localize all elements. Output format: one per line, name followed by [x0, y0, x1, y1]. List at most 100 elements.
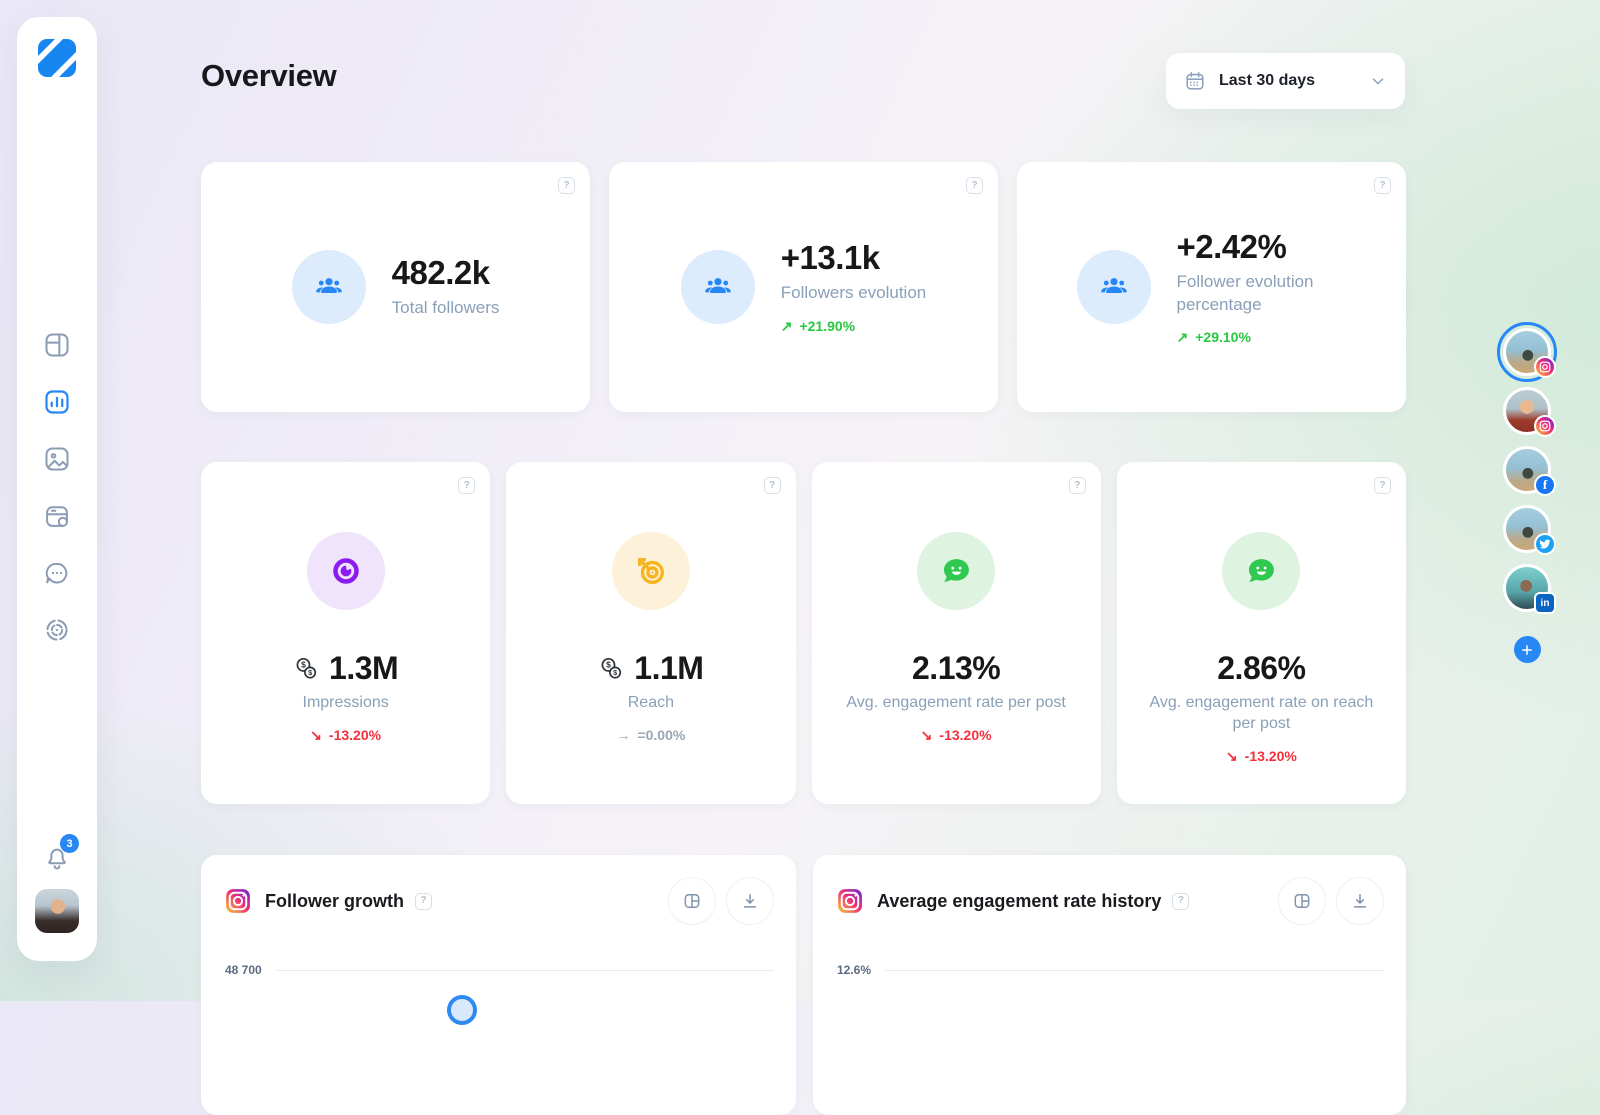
- stat-card-follower-evolution-percentage: ? +2.42% Follower evolution percentage ↗…: [1017, 162, 1406, 412]
- help-icon[interactable]: ?: [558, 177, 575, 194]
- stat-label: Avg. engagement rate per post: [846, 694, 1066, 711]
- stat-label: Avg. engagement rate on reach per post: [1149, 694, 1374, 732]
- stat-delta: ↗ +21.90%: [780, 317, 856, 335]
- notification-badge: 3: [60, 834, 79, 853]
- y-axis-top: 48 700: [201, 963, 796, 977]
- reach-icon-circle: [611, 532, 690, 610]
- help-icon[interactable]: ?: [458, 477, 476, 494]
- help-icon[interactable]: ?: [966, 177, 983, 194]
- trend-down-icon: ↘: [310, 726, 322, 743]
- stat-card-followers-evolution: ? +13.1k Followers evolution ↗ +21.90%: [609, 162, 998, 412]
- account-avatar-instagram-2[interactable]: [1503, 387, 1556, 437]
- download-icon: [1353, 894, 1367, 908]
- sidebar-item-scheduler[interactable]: [43, 502, 71, 530]
- instagram-icon: [226, 889, 250, 913]
- app-logo-icon: [38, 39, 76, 77]
- impressions-icon-circle: [306, 532, 385, 610]
- help-icon[interactable]: ?: [1068, 477, 1086, 494]
- compare-button[interactable]: [668, 877, 716, 925]
- notifications-bell-icon: [48, 848, 66, 870]
- followers-icon-circle: [680, 250, 755, 324]
- stats-row-2: ? $ $ 1.3M Impressions ↘ -13.20% ?: [201, 462, 1406, 804]
- reach-icon: [637, 557, 664, 585]
- engagement-smiley-icon: [1249, 559, 1275, 582]
- sidebar-item-dashboard[interactable]: [43, 331, 71, 359]
- engagement-icon-circle: [1222, 532, 1301, 610]
- stat-card-engagement-rate-reach: ? 2.86% Avg. engagement rate on reach pe…: [1116, 462, 1406, 804]
- sidebar-item-media[interactable]: [43, 445, 71, 473]
- stat-label: Reach: [627, 694, 674, 711]
- stat-value: 1.1M: [634, 650, 704, 686]
- compare-button[interactable]: [1278, 877, 1326, 925]
- stat-card-total-followers: ? 482.2k Total followers: [201, 162, 590, 412]
- app-logo[interactable]: [38, 39, 76, 77]
- user-avatar[interactable]: [35, 889, 79, 933]
- stat-label: Follower evolution percentage: [1176, 272, 1314, 314]
- account-avatar-instagram-1[interactable]: [1497, 322, 1557, 382]
- svg-text:$: $: [308, 668, 312, 677]
- coins-icon: $ $: [296, 657, 317, 679]
- y-axis-label: 12.6%: [837, 963, 872, 977]
- svg-text:$: $: [613, 668, 617, 677]
- gridline: [275, 969, 774, 971]
- account-avatar-twitter[interactable]: [1503, 505, 1556, 555]
- date-range-selector[interactable]: Last 30 days: [1166, 53, 1405, 109]
- download-button[interactable]: [1336, 877, 1384, 925]
- help-glyph: ?: [563, 179, 570, 191]
- sidebar-item-conversations[interactable]: [43, 559, 71, 587]
- impressions-icon: [332, 558, 359, 584]
- stat-delta: ↘ -13.20%: [1225, 747, 1297, 765]
- help-icon[interactable]: ?: [1172, 892, 1190, 910]
- calendar-icon: [1186, 71, 1204, 90]
- sidebar-item-analytics[interactable]: [43, 388, 71, 416]
- trend-flat-icon: →: [616, 726, 631, 743]
- page-title: Overview: [201, 58, 337, 93]
- chart-title: Follower growth: [265, 890, 404, 911]
- instagram-icon: [1534, 356, 1556, 378]
- help-glyph: ?: [768, 479, 776, 491]
- instagram-icon: [1534, 415, 1556, 437]
- chart-card-engagement-history: Average engagement rate history ? 12.6%: [813, 855, 1406, 1115]
- download-button[interactable]: [726, 877, 774, 925]
- engagement-smiley-icon: [944, 559, 970, 582]
- stat-delta: → =0.00%: [616, 726, 686, 743]
- accounts-rail: f in: [1497, 322, 1557, 663]
- stats-row-1: ? 482.2k Total followers ? +13.1k Follow…: [201, 162, 1406, 412]
- followers-icon-circle: [291, 250, 366, 324]
- account-avatar-linkedin[interactable]: in: [1503, 564, 1556, 614]
- account-avatar-facebook[interactable]: f: [1503, 446, 1556, 496]
- instagram-icon: [838, 889, 862, 913]
- stat-card-impressions: ? $ $ 1.3M Impressions ↘ -13.20%: [201, 462, 491, 804]
- help-icon[interactable]: ?: [1374, 477, 1391, 494]
- linkedin-icon: in: [1534, 592, 1556, 614]
- stat-value: 2.86%: [1217, 650, 1306, 686]
- compare-columns-icon: [1294, 894, 1310, 908]
- svg-text:$: $: [301, 660, 306, 670]
- followers-icon: [1100, 278, 1127, 293]
- gridline: [885, 969, 1384, 971]
- media-icon: [45, 447, 69, 471]
- notifications-button[interactable]: 3: [43, 834, 79, 871]
- stat-card-reach: ? $ $ 1.1M Reach → =0.00%: [506, 462, 796, 804]
- stat-delta: ↘ -13.20%: [310, 726, 382, 744]
- help-icon[interactable]: ?: [1374, 177, 1391, 194]
- download-icon: [743, 894, 757, 908]
- twitter-icon: [1534, 533, 1556, 555]
- stat-value: +13.1k: [780, 239, 880, 277]
- stat-value: +2.42%: [1176, 228, 1287, 266]
- trend-up-icon: ↗: [1176, 328, 1189, 345]
- sidebar-item-ads[interactable]: [43, 616, 71, 644]
- help-icon[interactable]: ?: [415, 892, 432, 910]
- sidebar-nav: [43, 331, 71, 644]
- help-glyph: ?: [420, 895, 427, 906]
- help-glyph: ?: [971, 179, 978, 191]
- help-glyph: ?: [1379, 479, 1386, 491]
- help-glyph: ?: [1177, 895, 1184, 906]
- facebook-icon: f: [1534, 474, 1556, 496]
- add-account-button[interactable]: [1513, 636, 1541, 663]
- help-glyph: ?: [1074, 479, 1081, 491]
- engagement-icon-circle: [917, 532, 996, 610]
- help-icon[interactable]: ?: [763, 477, 781, 494]
- date-range-label: Last 30 days: [1219, 72, 1316, 89]
- charts-row: Follower growth ? 48 700: [201, 855, 1406, 1115]
